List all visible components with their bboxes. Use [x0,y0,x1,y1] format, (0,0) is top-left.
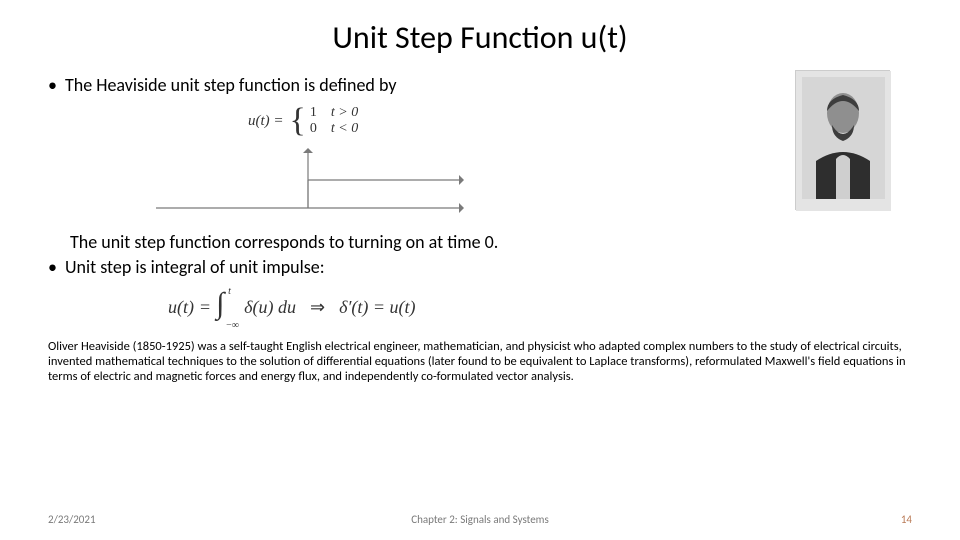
definition-figure: u(t) = { 1 t > 0 0 t < 0 [48,104,912,224]
heaviside-portrait [795,70,890,210]
case-2: 0 t < 0 [310,121,358,137]
bullet-dot-2: • [48,255,57,280]
bullet-1: • The Heaviside unit step function is de… [48,73,912,98]
eq1-cases: 1 t > 0 0 t < 0 [310,104,358,138]
continuation-text: The unit step function corresponds to tu… [70,230,912,255]
case-1: 1 t > 0 [310,105,358,121]
eq1-brace-wrap: { 1 t > 0 0 t < 0 [290,104,359,138]
slide-title: Unit Step Function u(t) [48,18,912,57]
bio-lead: Oliver Heaviside (1850-1925) [48,339,195,354]
implies-icon: ⇒ [310,297,325,318]
footer-chapter: Chapter 2: Signals and Systems [48,513,912,526]
eq2-integrand: δ(u) du [244,297,296,318]
case1-val: 1 [310,105,317,121]
slide-container: Unit Step Function u(t) • The Heaviside … [0,0,960,540]
case1-cond: t > 0 [331,105,358,121]
int-lower: −∞ [226,320,239,331]
equation-and-graph: u(t) = { 1 t > 0 0 t < 0 [248,104,468,221]
step-function-graph [148,146,468,216]
bullet-dot: • [48,73,57,98]
bullet-1-text: The Heaviside unit step function is defi… [65,73,397,98]
eq2-u: u(t) [168,297,194,318]
eq2-rhs: δ′(t) = u(t) [339,297,415,318]
equation-integral: u(t) = ∫ t −∞ δ(u) du ⇒ δ′(t) = u(t) [168,291,912,325]
eq1-lhs: u(t) = [248,113,284,130]
int-upper: t [228,286,231,297]
bullet-2-line2: Unit step is integral of unit impulse: [65,255,325,280]
portrait-svg [796,71,891,211]
left-brace-icon: { [290,104,306,138]
case2-val: 0 [310,121,317,137]
equation-piecewise: u(t) = { 1 t > 0 0 t < 0 [248,104,468,138]
slide-footer: 2/23/2021 Chapter 2: Signals and Systems… [48,513,912,526]
eq2-eq: = [200,297,210,318]
case2-cond: t < 0 [331,121,358,137]
bullet-2-line1: The unit step function corresponds to tu… [70,230,912,255]
biography-paragraph: Oliver Heaviside (1850-1925) was a self-… [48,339,912,384]
bullet-2: • Unit step is integral of unit impulse: [48,255,912,280]
integral-sign-icon: ∫ t −∞ [216,291,238,325]
